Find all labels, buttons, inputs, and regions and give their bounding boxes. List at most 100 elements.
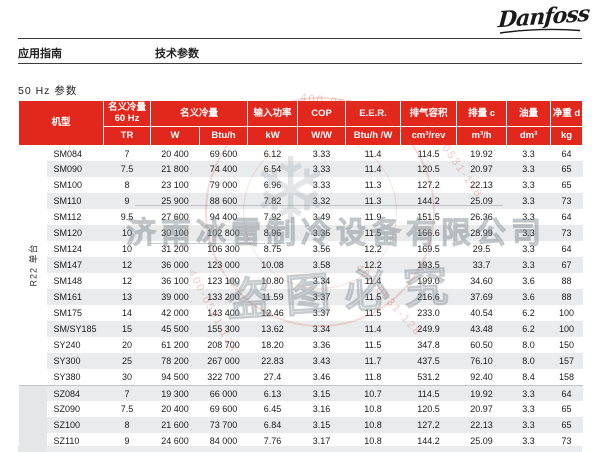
value-cell: 42 000 — [161, 308, 189, 319]
value-cell: 8.96 — [247, 225, 298, 242]
value-cell: 88 — [550, 289, 583, 306]
value-cell: 27.4 — [263, 372, 282, 383]
model-cell: SM124 — [53, 244, 83, 255]
unit-w: W — [150, 125, 201, 146]
value-cell: 123 000 — [199, 257, 248, 274]
col-swept-volume: 排量 c — [456, 100, 508, 127]
value-cell: 3.3 — [522, 180, 535, 191]
value-cell: 28.99 — [456, 225, 507, 242]
header-row-units: TR W Btu/h kW W/W Btu/h /W cm³/rev m³/h … — [19, 125, 584, 146]
value-cell: 45 500 — [150, 321, 200, 338]
table-row: SZ110 9 24 600 84 000 7.76 3.17 10.8 144.2 25.09… — [19, 433, 583, 449]
model-cell: SM120 — [46, 225, 104, 242]
value-cell: 8.0 — [522, 340, 535, 351]
unit-btuh: Btu/h — [199, 125, 249, 146]
page-header-left: 应用指南 — [18, 48, 62, 60]
table-row: R22 单台 SM084 7 20 400 69 600 6.12 3.33 11.4 114.… — [18, 145, 583, 386]
table-row: SM175 14 42 000 143 400 12.46 3.37 11.5 233.0 40… — [19, 305, 583, 321]
unit-btuhw: Btu/h /W — [345, 125, 402, 146]
value-cell: 33.7 — [456, 257, 507, 274]
value-cell: 10.8 — [364, 404, 382, 415]
value-cell: 30 100 — [150, 225, 200, 242]
value-cell: 3.34 — [297, 321, 346, 338]
value-cell: 10.80 — [261, 276, 284, 287]
value-cell: 11.4 — [345, 321, 401, 338]
value-cell: 8 — [124, 180, 130, 191]
value-cell: 155 300 — [199, 321, 248, 338]
value-cell: 6.54 — [247, 161, 298, 178]
value-cell: 24 600 — [161, 436, 189, 447]
col-nominal: 名义冷量 — [150, 100, 249, 127]
value-cell: 25 900 — [150, 193, 200, 210]
table-row: SM161 13 39 000 133 200 11.59 3.37 11.5 216.6 37… — [19, 289, 583, 306]
table-row: SM148 12 36 100 123 100 10.80 3.34 11.4 199.0 34… — [19, 273, 583, 289]
table-row: SM110 9 25 900 88 600 7.82 3.32 11.3 144.2 25.09… — [19, 193, 583, 210]
value-cell: 3.33 — [297, 161, 346, 178]
value-cell: 15 — [103, 321, 151, 338]
value-cell: 9 — [103, 193, 151, 210]
value-cell: 6.45 — [263, 404, 282, 415]
value-cell: 20 400 — [161, 148, 189, 159]
value-cell: 3.16 — [312, 404, 331, 415]
col-model: 机型 — [17, 100, 105, 146]
section-label: R22 单台 — [28, 243, 38, 287]
col-displacement: 排气容积 — [400, 100, 458, 127]
col-oil: 油量 — [506, 100, 552, 127]
model-cell: SZ090 — [53, 404, 81, 415]
logo-underline-swash — [499, 28, 581, 34]
value-cell: 8.0 — [506, 353, 551, 370]
value-cell: 19 300 — [150, 384, 200, 402]
value-cell: 11.4 — [345, 161, 401, 178]
value-cell: 3.36 — [297, 225, 346, 242]
col-eer: E.E.R. — [345, 100, 402, 127]
value-cell: 199.0 — [417, 276, 440, 287]
value-cell: 3.3 — [522, 436, 535, 447]
value-cell: 3.37 — [297, 289, 346, 306]
value-cell: 151.5 — [417, 212, 440, 223]
value-cell: 3.33 — [312, 180, 331, 191]
value-cell: 29.5 — [472, 244, 491, 255]
value-cell: 12.2 — [364, 244, 382, 255]
value-cell: 3.58 — [297, 257, 346, 274]
value-cell: 7.5 — [120, 404, 134, 415]
value-cell: 11.5 — [364, 308, 382, 319]
value-cell: 21 600 — [150, 417, 200, 434]
value-cell: 65 — [550, 161, 583, 178]
value-cell: 3.43 — [297, 353, 346, 370]
value-cell: 7.82 — [247, 193, 298, 210]
value-cell: 21 800 — [150, 161, 200, 178]
value-cell: 27 600 — [161, 212, 189, 223]
value-cell: 3.56 — [312, 244, 331, 255]
value-cell: 92.40 — [470, 372, 493, 383]
unit-dm3: dm³ — [506, 125, 552, 146]
value-cell: 20.97 — [470, 404, 493, 415]
value-cell: 69 600 — [209, 404, 238, 415]
value-cell: 10.8 — [345, 417, 401, 434]
cut-off-next-row — [18, 446, 582, 452]
value-cell: 3.49 — [312, 212, 331, 223]
col-net-weight: 净重 d — [550, 100, 584, 127]
value-cell: 19.92 — [470, 148, 493, 159]
value-cell: 12.46 — [261, 308, 284, 319]
unit-kw: kW — [247, 125, 299, 146]
value-cell: 8.75 — [263, 244, 282, 255]
value-cell: 31 200 — [161, 244, 189, 255]
value-cell: 11.59 — [247, 289, 298, 306]
value-cell: 100 — [559, 308, 575, 319]
value-cell: 73 700 — [199, 417, 248, 434]
value-cell: 61 200 — [161, 340, 189, 351]
model-cell: SM084 — [53, 148, 83, 159]
value-cell: 127.2 — [400, 417, 457, 434]
header-rule — [18, 63, 582, 64]
value-cell: 10.8 — [364, 436, 382, 447]
page-header-right: 技术参数 — [155, 48, 199, 60]
unit-ww: W/W — [297, 125, 347, 146]
value-cell: 157 — [550, 353, 583, 370]
value-cell: 7.5 — [103, 161, 151, 178]
value-cell: 11.4 — [364, 276, 382, 287]
unit-cm3rev: cm³/rev — [400, 125, 458, 146]
value-cell: 267 000 — [199, 353, 248, 370]
value-cell: 20.97 — [456, 161, 507, 178]
table-row: SM090 7.5 21 800 74 400 6.54 3.33 11.4 120.5 20.… — [19, 161, 583, 178]
section-label-cell: R22 单台 — [18, 145, 47, 386]
